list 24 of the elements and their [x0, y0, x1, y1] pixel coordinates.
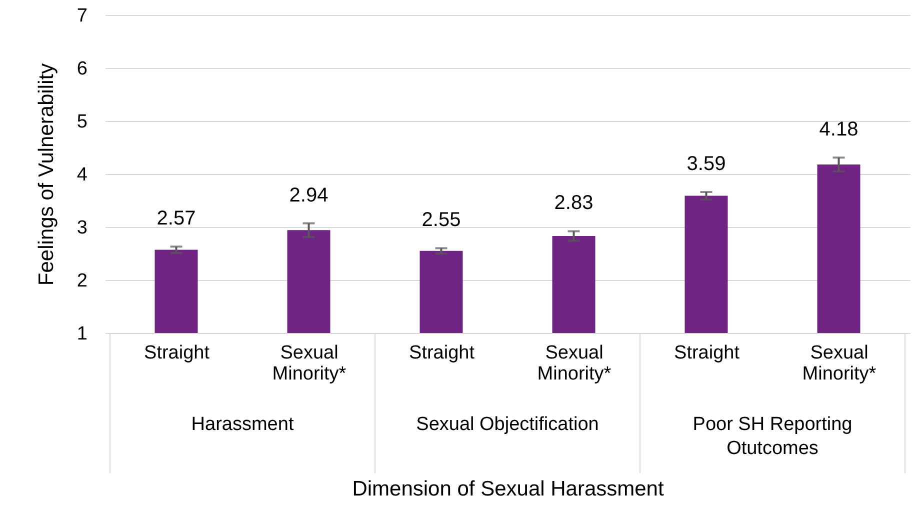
y-tick-label: 7 — [76, 6, 88, 26]
text: Sexual Objectification — [416, 414, 599, 435]
data-label: 2.57 — [156, 208, 196, 230]
data-label: 2.94 — [289, 184, 328, 206]
x-tick-label: Straight — [144, 342, 210, 364]
text: Harassment — [191, 414, 294, 435]
x-tick-label: Sexual Minority* — [802, 342, 877, 384]
x-tick-label: Straight — [409, 342, 476, 364]
y-tick-label: 3 — [76, 218, 88, 238]
y-tick-label: 1 — [76, 324, 88, 344]
x-axis-title: Dimension of Sexual Harassment — [352, 478, 664, 500]
y-tick-label: 2 — [76, 270, 88, 292]
y-tick-label: 6 — [76, 58, 88, 80]
x-tick-label: Straight — [674, 342, 740, 364]
text: Poor SH Reporting Otutcomes — [692, 414, 852, 459]
data-label: 3.59 — [686, 153, 726, 176]
data-label: 2.83 — [554, 192, 594, 214]
y-axis-title: Feelings of Vulnerability — [34, 62, 58, 286]
data-label: 4.18 — [819, 118, 858, 141]
y-tick-label: 4 — [76, 164, 88, 186]
data-label: 2.55 — [422, 209, 461, 232]
y-tick-label: 5 — [76, 112, 88, 132]
x-tick-label: Sexual Minority* — [537, 342, 612, 384]
x-tick-label: Sexual Minority* — [272, 342, 347, 384]
